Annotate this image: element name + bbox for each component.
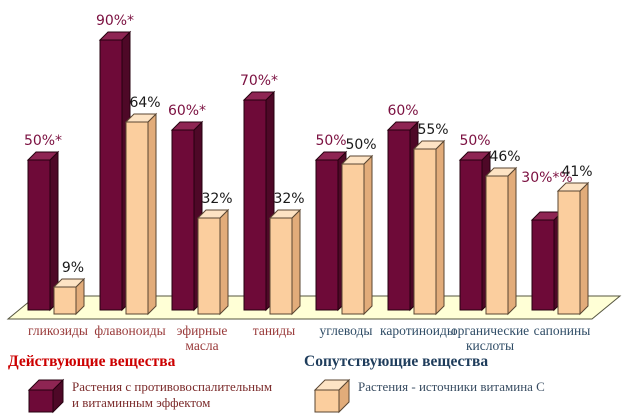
category-label-6: органические (451, 323, 529, 338)
bar-series1-4-front (315, 159, 339, 311)
legend-series1-line1: Растения с противовоспалительным (72, 379, 273, 394)
section-heading-accompanying-substances: Сопутствующие вещества (304, 353, 489, 370)
data-label-series1-6: 50% (459, 133, 490, 149)
legend-cube-series2-icon (313, 378, 351, 414)
data-label-series2-5: 55% (417, 122, 448, 138)
legend-series2-label: Растения - источники витамина С (358, 377, 545, 395)
data-label-series2-3: 32% (273, 191, 304, 207)
bar-series1-0-front (27, 159, 51, 311)
category-label-2-line2: масла (185, 338, 218, 353)
category-label-7: сапонины (534, 323, 591, 338)
bar-series2-5-side (435, 139, 445, 316)
data-label-series1-7: 30%*% (521, 170, 572, 186)
data-label-series2-6: 46% (489, 149, 520, 165)
legend-series1-label: Растения с противовоспалительным и витам… (72, 377, 272, 411)
category-label-1: флавоноиды (94, 323, 165, 338)
bar-series2-3-front (269, 217, 293, 315)
data-label-series1-4: 50% (315, 133, 346, 149)
legend-item-series2: Растения - источники витамина С (312, 377, 545, 415)
bar-series1-2-front (171, 129, 195, 311)
section-heading-active-substances: Действующие вещества (8, 353, 176, 370)
bar-series2-4-front (341, 163, 365, 315)
data-label-series2-4: 50% (345, 137, 376, 153)
bar-series2-6-front (485, 175, 509, 315)
data-label-series1-3: 70%* (240, 73, 278, 89)
data-label-series1-1: 90%* (96, 13, 134, 29)
data-label-series2-1: 64% (129, 95, 160, 111)
bar-series2-1-side (147, 112, 157, 316)
legend-series1-line2: и витаминным эффектом (72, 395, 211, 410)
category-label-0: гликозиды (28, 323, 88, 338)
bar-series1-5-front (387, 129, 411, 311)
bar-series2-2-front (197, 217, 221, 315)
category-label-3: таниды (253, 323, 295, 338)
bar-series1-3-front (243, 99, 267, 311)
data-label-series1-0: 50%* (24, 133, 62, 149)
bar-series2-1-front (125, 121, 149, 315)
category-label-6-line2: кислоты (466, 338, 514, 353)
bar-series2-3-side (291, 208, 301, 316)
data-label-series1-5: 60% (387, 103, 418, 119)
legend-series2-line1: Растения - источники витамина С (358, 379, 545, 394)
category-label-5: каротиноиды (380, 323, 456, 338)
bar-series2-7-front (557, 190, 581, 315)
data-label-series2-2: 32% (201, 191, 232, 207)
data-label-series2-7: 41% (561, 164, 592, 180)
bar-series2-5-front (413, 148, 437, 315)
data-label-series1-2: 60%* (168, 103, 206, 119)
bar-series2-4-side (363, 154, 373, 316)
category-label-2: эфирные (177, 323, 228, 338)
bar-series1-7-front (531, 219, 555, 311)
bar-series1-6-front (459, 159, 483, 311)
bar-series2-0-front (53, 286, 77, 315)
legend-item-series1: Растения с противовоспалительным и витам… (26, 377, 272, 415)
data-label-series2-0: 9% (62, 260, 84, 276)
category-label-4: углеводы (320, 323, 373, 338)
bar-chart-plot: 50%* 9% гликозиды 90%* 64% флавоноиды 60%* 32% э… (6, 13, 622, 353)
bar-series2-6-side (507, 166, 517, 316)
bar-series2-7-side (579, 181, 589, 316)
bar-series2-2-side (219, 208, 229, 316)
bar-series1-1-front (99, 39, 123, 311)
legend-cube-series1-icon (27, 378, 65, 414)
